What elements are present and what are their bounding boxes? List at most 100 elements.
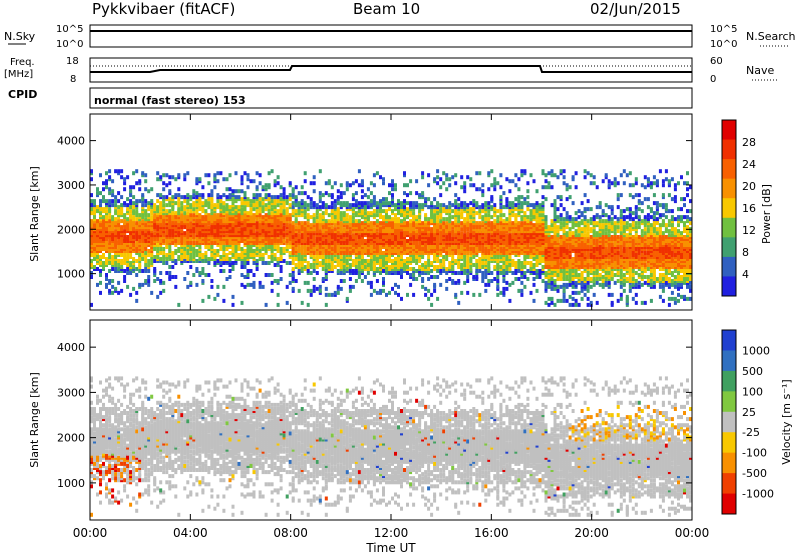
power-cell: [351, 215, 355, 220]
power-cell: [454, 259, 458, 263]
power-cell: [144, 267, 148, 271]
power-cell: [183, 251, 187, 255]
power-cell: [111, 279, 115, 283]
power-cell: [255, 171, 259, 176]
power-cell: [333, 290, 337, 295]
power-cell: [400, 219, 403, 224]
power-cell: [484, 213, 488, 218]
power-cell: [375, 219, 379, 224]
power-cell: [246, 177, 250, 182]
power-cell: [324, 219, 328, 224]
power-cell: [303, 171, 307, 176]
power-cell: [562, 282, 566, 287]
power-cell: [180, 195, 184, 200]
power-cell: [523, 284, 527, 289]
power-cell: [204, 209, 208, 214]
power-cell: [189, 209, 193, 214]
power-cell: [391, 187, 394, 192]
power-cell: [406, 271, 409, 275]
power-cell: [562, 294, 566, 299]
power-cell: [96, 219, 99, 224]
power-cell: [532, 223, 536, 228]
power-cell: [246, 185, 250, 190]
power-cell: [126, 197, 130, 202]
power-cell: [273, 253, 277, 257]
power-cell: [523, 211, 527, 216]
power-cell: [162, 251, 166, 255]
power-cell: [553, 302, 557, 307]
power-cell: [412, 292, 416, 297]
power-cell: [216, 292, 220, 297]
power-cell: [147, 249, 151, 253]
power-cell: [318, 284, 322, 289]
power-cell: [363, 193, 367, 198]
power-cell: [156, 205, 160, 210]
power-cell: [508, 267, 512, 271]
power-cell: [279, 247, 283, 251]
date-label: 02/Jun/2015: [590, 0, 681, 18]
power-cell: [120, 219, 124, 224]
power-cell: [517, 265, 521, 269]
power-cell: [433, 275, 437, 279]
power-cell: [391, 265, 394, 269]
power-cell: [114, 199, 118, 204]
power-cell: [207, 273, 211, 277]
power-cell: [511, 201, 515, 206]
power-cell: [556, 273, 560, 277]
power-cell: [342, 211, 346, 216]
power-cell: [312, 284, 316, 289]
power-cell: [285, 199, 289, 204]
power-cell: [391, 259, 394, 263]
power-cell: [421, 191, 425, 196]
power-cell: [174, 249, 178, 253]
power-cell: [442, 203, 446, 208]
power-cell: [357, 271, 361, 275]
power-cell: [207, 245, 211, 249]
power-cell: [388, 207, 391, 212]
power-cell: [285, 284, 289, 289]
power-cell: [475, 275, 479, 279]
power-cell: [282, 209, 286, 214]
power-cell: [478, 257, 482, 261]
power-cell: [132, 215, 136, 220]
power-cell: [541, 265, 545, 269]
power-cell: [535, 207, 539, 212]
power-cell: [105, 257, 108, 261]
power-cell: [403, 171, 406, 176]
power-cell: [279, 193, 283, 198]
power-cell: [481, 203, 485, 208]
power-cell: [306, 288, 310, 293]
power-cell: [472, 255, 476, 259]
power-cell: [430, 275, 434, 279]
power-cell: [409, 201, 413, 206]
power-cell: [207, 213, 211, 218]
power-cell: [306, 261, 310, 265]
power-cell: [267, 183, 271, 188]
power-cell: [424, 197, 428, 202]
power-cell: [135, 298, 139, 303]
power-cell: [225, 195, 229, 200]
power-cell: [231, 294, 235, 299]
power-cell: [403, 259, 406, 263]
power-cell: [228, 263, 232, 267]
power-cell: [306, 195, 310, 200]
power-cell: [219, 213, 223, 218]
power-cell: [406, 243, 409, 247]
power-cell: [412, 251, 416, 255]
power-cell: [231, 261, 235, 265]
power-cell: [421, 221, 425, 226]
power-cell: [96, 187, 99, 192]
power-cell: [192, 241, 196, 245]
power-cell: [90, 193, 93, 198]
power-cell: [363, 265, 367, 269]
power-cell: [496, 209, 500, 214]
power-cell: [117, 263, 121, 267]
power-cell: [403, 183, 406, 188]
power-cell: [216, 203, 220, 208]
power-cell: [382, 277, 385, 281]
power-cell: [249, 215, 253, 220]
power-cell: [400, 275, 403, 279]
power-cell: [333, 257, 337, 261]
power-cell: [162, 195, 166, 200]
power-cell: [195, 249, 199, 253]
